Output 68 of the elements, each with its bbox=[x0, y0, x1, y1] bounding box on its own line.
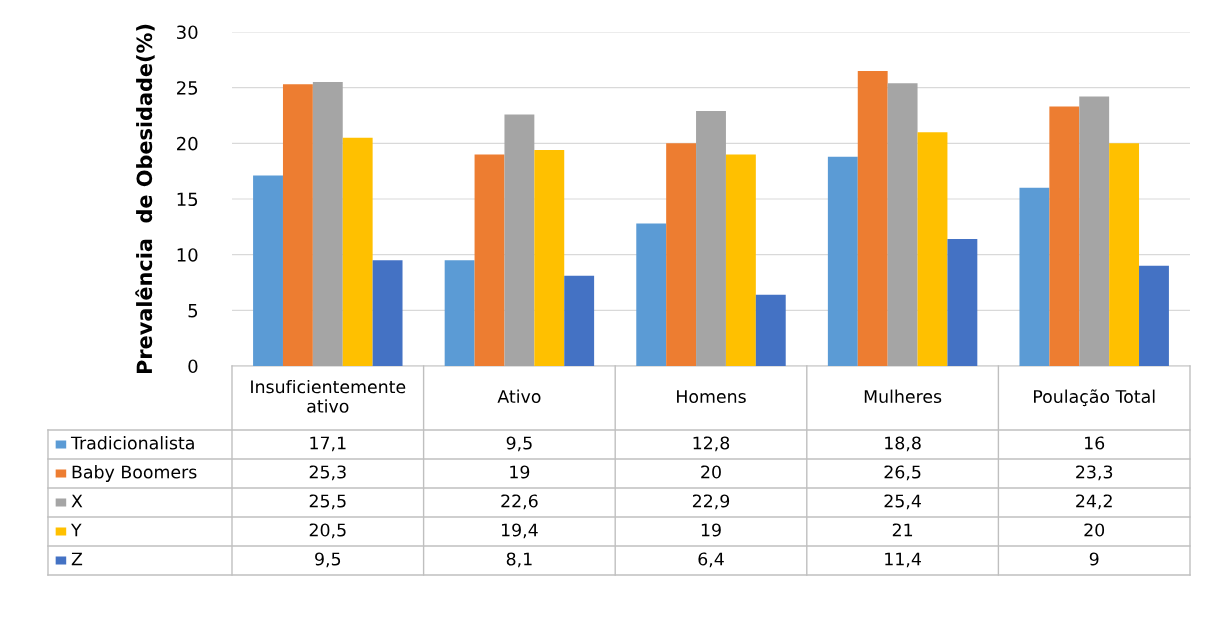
y-tick-label: 30 bbox=[177, 25, 198, 40]
bar bbox=[1079, 96, 1110, 366]
data-label: 24,2 bbox=[1076, 494, 1112, 510]
data-label: 22,6 bbox=[501, 494, 538, 510]
y-tick-label: 0 bbox=[188, 359, 198, 374]
data-label: 19,4 bbox=[501, 523, 538, 539]
data-label: 25,3 bbox=[309, 465, 346, 481]
data-label: 22,9 bbox=[692, 494, 730, 510]
y-tick-label: 10 bbox=[177, 248, 198, 262]
legend-label: Y bbox=[70, 523, 82, 537]
data-label: 20 bbox=[1084, 523, 1105, 537]
bar bbox=[947, 239, 978, 366]
bar bbox=[857, 70, 888, 366]
bar bbox=[312, 82, 343, 366]
bar bbox=[887, 83, 918, 366]
legend-label: X bbox=[71, 494, 83, 508]
bar bbox=[282, 84, 313, 366]
bar bbox=[474, 154, 505, 366]
bar bbox=[1019, 187, 1050, 366]
bar bbox=[1049, 106, 1080, 366]
data-label: 16 bbox=[1085, 436, 1105, 450]
data-label: 9 bbox=[1089, 552, 1099, 566]
y-tick-label: 25 bbox=[177, 81, 198, 95]
legend-label: Tradicionalista bbox=[70, 436, 194, 450]
bar bbox=[504, 114, 535, 366]
bar bbox=[725, 154, 756, 366]
bar bbox=[827, 156, 858, 366]
bar bbox=[1109, 143, 1140, 366]
data-label: 20,5 bbox=[309, 523, 346, 539]
legend-label: Baby Boomers bbox=[72, 465, 197, 482]
data-label: 26,5 bbox=[884, 465, 921, 481]
bar bbox=[917, 132, 948, 366]
data-label: 17,1 bbox=[310, 436, 346, 452]
data-label: 25,5 bbox=[309, 494, 346, 510]
bar bbox=[636, 223, 667, 366]
bar bbox=[253, 175, 283, 366]
bar bbox=[666, 143, 697, 366]
data-label: 18,8 bbox=[885, 436, 921, 452]
y-axis-title: Prevalência de Obesidade(%) bbox=[135, 24, 155, 374]
data-label: 25,4 bbox=[884, 494, 921, 510]
data-label: 19 bbox=[701, 523, 721, 537]
y-tick-label: 15 bbox=[177, 192, 198, 207]
bar bbox=[372, 260, 403, 366]
bar bbox=[1139, 265, 1169, 366]
data-label: 23,3 bbox=[1076, 465, 1113, 481]
bar bbox=[534, 150, 565, 366]
y-tick-label: 20 bbox=[177, 136, 198, 151]
x-tick-label: Insuficientemente ativo bbox=[251, 379, 406, 413]
x-tick-label: Ativo bbox=[497, 389, 541, 404]
bar bbox=[696, 111, 726, 366]
data-label: 9,5 bbox=[506, 436, 532, 452]
data-label: 21 bbox=[892, 523, 913, 537]
bar bbox=[564, 275, 595, 366]
y-tick-label: 5 bbox=[188, 304, 198, 318]
bar bbox=[342, 137, 373, 366]
data-label: 19 bbox=[510, 465, 530, 479]
bar bbox=[755, 294, 786, 366]
data-label: 8,1 bbox=[506, 552, 532, 568]
x-tick-label: Homens bbox=[677, 390, 746, 404]
data-label: 6,4 bbox=[698, 552, 724, 568]
data-label: 9,5 bbox=[315, 552, 341, 568]
x-tick-label: Poulação Total bbox=[1034, 389, 1155, 407]
bar bbox=[444, 260, 475, 366]
data-label: 12,8 bbox=[693, 436, 730, 452]
x-tick-label: Mulheres bbox=[864, 389, 942, 404]
data-label: 20 bbox=[701, 465, 721, 479]
legend-label: Z bbox=[71, 552, 83, 566]
data-label: 11,4 bbox=[885, 552, 921, 568]
